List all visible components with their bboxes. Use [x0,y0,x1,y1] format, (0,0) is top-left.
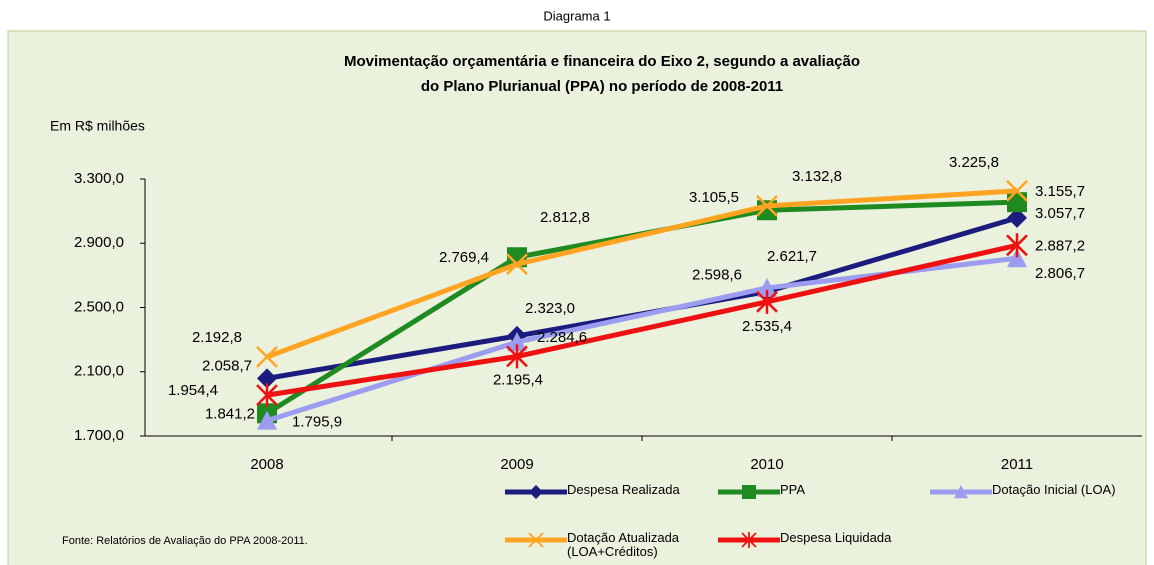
marker [507,332,527,352]
legend-swatch [718,532,780,548]
legend-label: Dotação Atualizada (LOA+Créditos) [567,530,680,559]
marker [1007,192,1027,213]
marker [757,277,777,297]
legend-item: Despesa Liquidada [718,530,915,548]
legend-item: PPA [718,482,915,500]
legend-item: Despesa Realizada [505,482,702,500]
data-label: 2.058,7 [202,357,252,374]
data-label: 2.806,7 [1035,265,1085,282]
marker [257,368,277,389]
data-label: 3.155,7 [1035,183,1085,200]
x-tick-label: 2009 [500,456,533,473]
x-tick-label: 2010 [750,456,783,473]
data-label: 2.887,2 [1035,237,1085,254]
marker [256,345,278,368]
data-label: 3.225,8 [949,154,999,171]
y-tick-label: 2.100,0 [74,363,124,380]
marker [1007,248,1027,268]
marker [1006,233,1028,258]
y-tick-label: 1.700,0 [74,427,124,444]
data-label: 2.812,8 [540,209,590,226]
marker [756,194,778,217]
legend-label: PPA [780,482,806,497]
y-axis-label: Em R$ milhões [50,118,145,134]
legend-swatch [930,485,992,499]
legend-swatch [505,532,567,548]
legend-swatch [505,485,567,499]
marker [256,383,278,408]
x-tick-label: 2011 [1001,456,1033,473]
marker [506,344,528,369]
marker [741,532,757,548]
legend-item: Dotação Atualizada (LOA+Créditos) [505,530,702,559]
marker [742,485,756,499]
data-label: 2.535,4 [742,318,792,335]
legend-label: Despesa Realizada [567,482,680,497]
series-line [266,242,1018,398]
legend-label: Despesa Liquidada [780,530,892,545]
panel [7,30,1147,565]
marker [528,532,544,548]
legend-label: Dotação Inicial (LOA) [992,482,1116,497]
marker [506,253,528,276]
data-label: 2.284,6 [537,329,587,346]
data-label: 2.598,6 [692,267,742,284]
data-label: 1.954,4 [168,382,218,399]
marker [1006,180,1028,202]
x-tick-label: 2008 [250,456,283,473]
data-label: 3.105,5 [689,189,739,206]
data-label: 3.132,8 [792,168,842,185]
y-tick-label: 2.900,0 [74,234,124,251]
data-label: 2.195,4 [493,371,543,388]
data-label: 3.057,7 [1035,205,1085,222]
data-label: 1.795,9 [292,414,342,431]
chart-subtitle: do Plano Plurianual (PPA) no período de … [421,78,783,95]
data-label: 2.769,4 [439,249,489,266]
marker [954,485,968,499]
legend-swatch [718,485,780,499]
source: Fonte: Relatórios de Avaliação do PPA 20… [62,535,308,547]
y-tick-label: 3.300,0 [74,170,124,187]
heading: Diagrama 1 [543,8,610,23]
legend-item: Dotação Inicial (LOA) [930,482,1127,500]
marker [529,485,543,499]
marker [257,410,277,430]
chart-title: Movimentação orçamentária e financeira d… [344,53,860,70]
data-label: 2.621,7 [767,248,817,265]
marker [756,289,778,314]
data-label: 2.192,8 [192,329,242,346]
data-label: 1.841,2 [205,405,255,422]
y-tick-label: 2.500,0 [74,298,124,315]
series-line [266,188,1018,360]
data-label: 2.323,0 [525,300,575,317]
marker [1007,207,1027,228]
